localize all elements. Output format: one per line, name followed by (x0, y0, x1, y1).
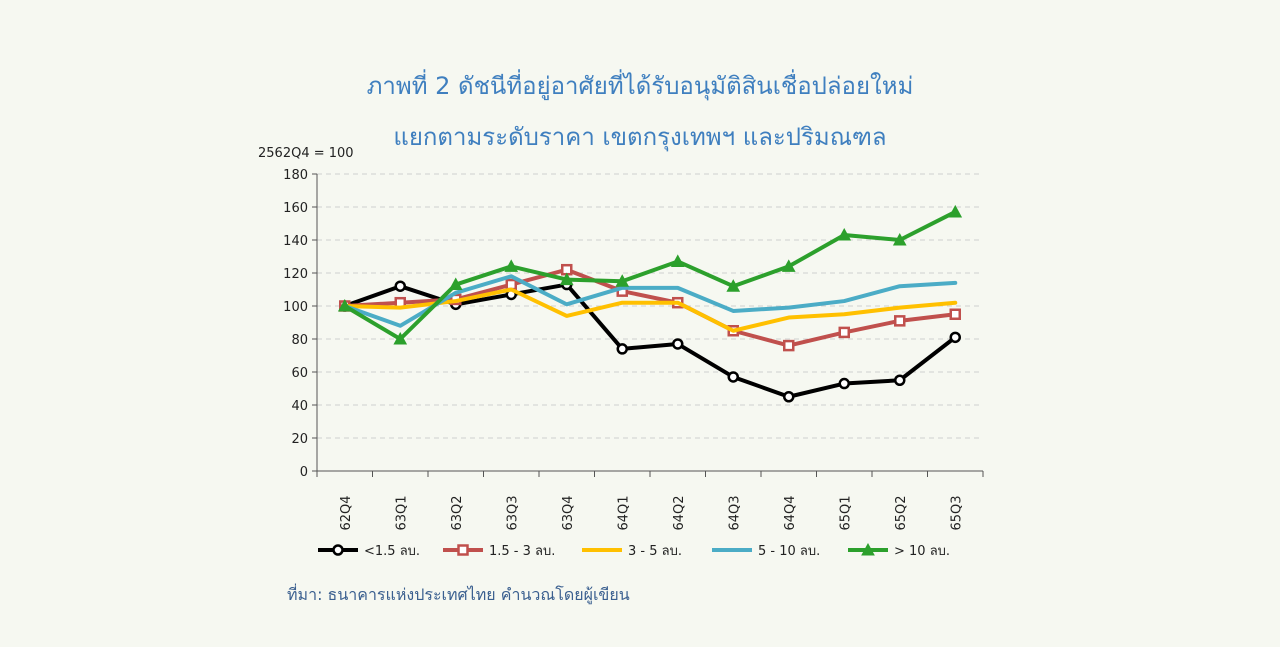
axes: 0 20 40 60 80 100 120 140 160 180 62Q4 63Q1 63Q2 63Q3… (283, 168, 984, 531)
grid-lines (317, 173, 983, 439)
data-point (616, 343, 628, 355)
data-point (949, 331, 961, 344)
y-tick-label: 160 (283, 201, 308, 216)
x-tick-label: 62Q4 (339, 495, 354, 530)
data-point (672, 338, 684, 350)
x-tick-label: 65Q2 (894, 495, 909, 530)
y-tick-label: 40 (291, 399, 308, 414)
data-point (894, 374, 906, 386)
legend-item: 5 - 10 ลบ. (712, 544, 820, 559)
x-tick-label: 63Q4 (561, 495, 576, 530)
data-point (670, 254, 685, 267)
data-point (892, 232, 907, 246)
x-tick-label: 63Q1 (394, 495, 409, 530)
y-tick-label: 20 (291, 432, 308, 447)
legend: <1.5 ลบ. 1.5 - 3 ลบ. 3 - 5 ลบ. 5 - 10 ลบ. > … (318, 542, 950, 559)
series-line (342, 209, 958, 341)
y-tick-label: 140 (283, 234, 308, 249)
y-tick-label: 60 (291, 366, 308, 381)
data-point (837, 228, 852, 241)
data-point (727, 371, 739, 383)
x-tick-label: 63Q2 (450, 495, 465, 530)
data-point (948, 204, 963, 218)
x-tick-label: 64Q3 (727, 495, 742, 530)
x-tick-label: 64Q4 (783, 495, 798, 530)
legend-item: <1.5 ลบ. (318, 544, 420, 559)
data-point (783, 391, 795, 403)
legend-label: 1.5 - 3 ลบ. (489, 544, 555, 559)
data-point (559, 272, 574, 286)
y-tick-label: 80 (291, 333, 308, 348)
series-group (342, 287, 958, 333)
data-point (457, 544, 469, 556)
legend-label: <1.5 ลบ. (364, 544, 420, 559)
data-point (332, 544, 344, 556)
x-tick-label: 63Q3 (505, 495, 520, 530)
legend-item: 3 - 5 ลบ. (582, 544, 682, 559)
x-tick-label: 64Q1 (616, 495, 631, 530)
series-group (337, 204, 963, 345)
data-point (337, 298, 352, 312)
y-tick-label: 0 (300, 465, 308, 480)
legend-item: 1.5 - 3 ลบ. (443, 544, 555, 559)
data-point (504, 259, 519, 272)
legend-label: 5 - 10 ลบ. (758, 544, 820, 559)
data-point (726, 279, 741, 292)
y-axis-unit-label: 2562Q4 = 100 (258, 146, 354, 161)
series-group (342, 274, 958, 328)
series-lines (337, 204, 963, 403)
data-point (394, 280, 406, 292)
legend-item: > 10 ลบ. (848, 542, 950, 559)
data-point (838, 377, 850, 390)
series-line (342, 267, 958, 348)
data-point (781, 259, 796, 272)
source-note: ที่มา: ธนาคารแห่งประเทศไทย คำนวณโดยผู้เข… (287, 585, 630, 604)
data-point (783, 339, 795, 352)
x-tick-label: 64Q2 (672, 495, 687, 530)
data-point (861, 542, 875, 556)
chart-title: ภาพที่ 2 ดัชนีที่อยู่อาศัยที่ได้รับอนุมั… (366, 72, 914, 100)
y-tick-label: 120 (283, 267, 308, 282)
y-tick-label: 100 (283, 300, 308, 315)
data-point (393, 331, 408, 345)
data-point (448, 277, 463, 291)
legend-label: > 10 ลบ. (894, 544, 950, 559)
x-tick-label: 65Q1 (838, 495, 853, 530)
data-point (894, 315, 906, 327)
series-line (342, 274, 958, 328)
data-point (949, 308, 961, 320)
data-point (838, 326, 850, 339)
y-tick-label: 180 (283, 168, 308, 183)
data-point (615, 274, 630, 287)
series-line (342, 287, 958, 333)
chart-subtitle: แยกตามระดับราคา เขตกรุงเทพฯ และปริมณฑล (393, 123, 887, 151)
legend-label: 3 - 5 ลบ. (628, 544, 682, 559)
x-tick-label: 65Q3 (949, 495, 964, 530)
